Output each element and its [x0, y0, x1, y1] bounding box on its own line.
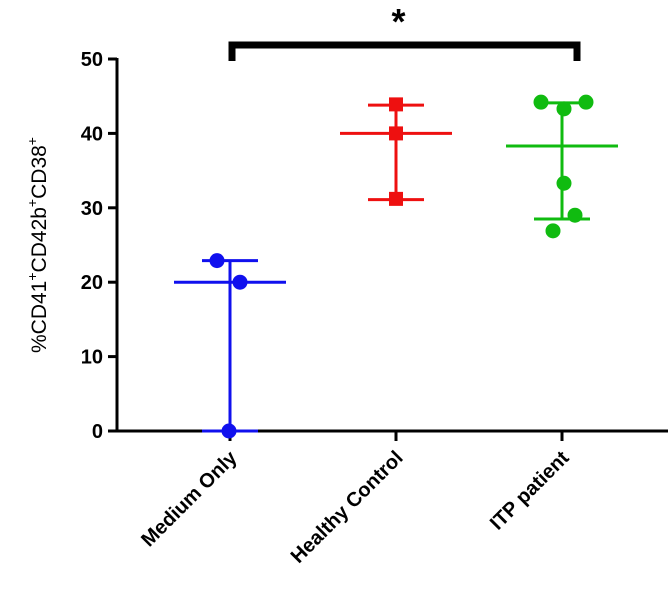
- data-point: [221, 423, 237, 439]
- x-tick-label: ITP patient: [486, 447, 574, 535]
- y-axis-label: %CD41+CD42b+CD38+: [24, 137, 51, 353]
- significance-bracket: [228, 41, 581, 61]
- y-label-part: %CD41: [28, 281, 51, 353]
- data-point: [389, 191, 403, 206]
- data-point: [232, 274, 248, 290]
- significance-label: *: [391, 1, 405, 42]
- y-tick-label: 50: [81, 49, 103, 71]
- data-point: [545, 223, 561, 239]
- y-label-part: +: [24, 137, 40, 145]
- data-point: [389, 97, 403, 112]
- data-point: [556, 175, 572, 191]
- data-point: [209, 253, 225, 269]
- y-label-part: +: [24, 272, 40, 280]
- data-point: [533, 94, 549, 110]
- x-tick-label: Healthy Control: [287, 447, 408, 568]
- y-tick-label: 40: [81, 123, 103, 145]
- data-point: [578, 94, 594, 110]
- x-tick-label: Medium Only: [137, 446, 242, 551]
- data-point: [567, 207, 583, 223]
- data-point: [556, 101, 572, 117]
- y-label-part: +: [24, 199, 40, 207]
- y-label-part: CD42b: [28, 207, 51, 272]
- data-point: [389, 126, 403, 141]
- y-tick-label: 10: [81, 347, 103, 369]
- y-tick-label: 20: [81, 272, 103, 294]
- y-tick-label: 0: [92, 421, 103, 443]
- y-label-part: CD38: [28, 145, 51, 199]
- y-tick-label: 30: [81, 198, 103, 220]
